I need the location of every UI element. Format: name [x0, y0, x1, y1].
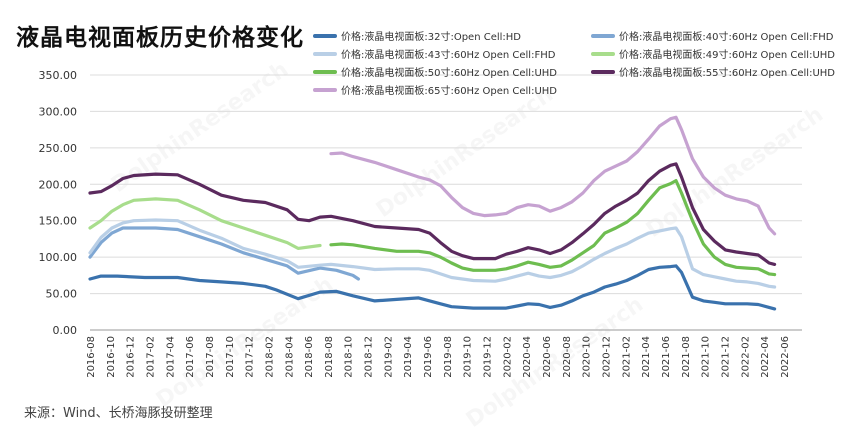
- x-tick-label: 2021-04: [641, 336, 652, 378]
- legend-swatch: [591, 69, 615, 74]
- x-tick-label: 2019-12: [483, 336, 494, 378]
- x-tick-label: 2020-12: [601, 336, 612, 378]
- x-tick-label: 2022-04: [760, 336, 771, 378]
- legend-item-5: 价格:液晶电视面板:55寸:60Hz Open Cell:UHD: [591, 64, 835, 79]
- y-tick-label: 350.00: [39, 69, 78, 82]
- x-tick-label: 2020-10: [582, 336, 593, 378]
- x-tick-label: 2017-02: [145, 336, 156, 378]
- series-line-4: [329, 179, 777, 277]
- legend-swatch: [313, 33, 337, 38]
- y-tick-label: 100.00: [39, 251, 78, 264]
- y-axis-ticks: 0.00 50.00 100.00 150.00 200.00 250.00 300.00 3…: [39, 69, 78, 337]
- x-tick-label: 2021-12: [720, 336, 731, 378]
- x-tick-label: 2021-10: [701, 336, 712, 378]
- x-tick-label: 2019-10: [463, 336, 474, 378]
- x-tick-label: 2019-06: [423, 336, 434, 378]
- x-tick-label: 2017-06: [185, 336, 196, 378]
- y-tick-label: 0.00: [53, 324, 78, 337]
- legend-swatch: [313, 69, 337, 74]
- x-tick-label: 2018-06: [304, 336, 315, 378]
- series-line-6: [329, 115, 777, 236]
- x-tick-label: 2018-10: [344, 336, 355, 378]
- legend-label: 价格:液晶电视面板:49寸:60Hz Open Cell:UHD: [619, 50, 835, 61]
- x-tick-label: 2018-02: [264, 336, 275, 378]
- x-tick-label: 2020-04: [522, 336, 533, 378]
- x-tick-label: 2018-04: [284, 336, 295, 378]
- x-tick-label: 2017-12: [245, 336, 256, 378]
- x-tick-label: 2020-02: [502, 336, 513, 378]
- x-tick-label: 2017-10: [225, 336, 236, 378]
- chart-title: 液晶电视面板历史价格变化: [16, 25, 304, 51]
- series-lines: [88, 115, 777, 311]
- source-note: 来源：Wind、长桥海豚投研整理: [24, 406, 213, 421]
- x-tick-label: 2017-08: [205, 336, 216, 378]
- legend-label: 价格:液晶电视面板:50寸:60Hz Open Cell:UHD: [341, 68, 557, 79]
- x-tick-label: 2021-06: [661, 336, 672, 378]
- legend-label: 价格:液晶电视面板:40寸:60Hz Open Cell:FHD: [619, 32, 834, 43]
- chart-gridlines: [90, 74, 802, 331]
- x-tick-label: 2022-02: [740, 336, 751, 378]
- x-axis-ticks: 2016-08 2016-10 2016-12 2017-02 2017-04 2017-…: [86, 336, 791, 378]
- series-line-5: [88, 162, 777, 266]
- x-tick-label: 2018-08: [324, 336, 335, 378]
- x-tick-label: 2020-08: [562, 336, 573, 378]
- x-tick-label: 2017-04: [165, 336, 176, 378]
- x-tick-label: 2021-08: [681, 336, 692, 378]
- legend-swatch: [591, 51, 615, 56]
- x-tick-label: 2016-08: [86, 336, 97, 378]
- legend-label: 价格:液晶电视面板:65寸:60Hz Open Cell:UHD: [341, 86, 557, 97]
- series-line-0: [88, 264, 777, 311]
- legend-item-6: 价格:液晶电视面板:65寸:60Hz Open Cell:UHD: [313, 82, 557, 97]
- legend-label: 价格:液晶电视面板:55寸:60Hz Open Cell:UHD: [619, 68, 835, 79]
- y-tick-label: 50.00: [46, 288, 78, 301]
- legend-item-2: 价格:液晶电视面板:43寸:60Hz Open Cell:FHD: [313, 46, 555, 61]
- legend-item-3: 价格:液晶电视面板:49寸:60Hz Open Cell:UHD: [591, 46, 835, 61]
- legend-item-0: 价格:液晶电视面板:32寸:Open Cell:HD: [313, 28, 521, 43]
- legend-label: 价格:液晶电视面板:43寸:60Hz Open Cell:FHD: [341, 50, 556, 61]
- legend-item-4: 价格:液晶电视面板:50寸:60Hz Open Cell:UHD: [313, 64, 557, 79]
- y-tick-label: 150.00: [39, 215, 78, 228]
- series-line-2: [88, 218, 777, 289]
- y-tick-label: 250.00: [39, 142, 78, 155]
- x-tick-label: 2021-02: [621, 336, 632, 378]
- series-line-1: [88, 226, 360, 281]
- legend-swatch: [313, 87, 337, 92]
- x-tick-label: 2019-02: [383, 336, 394, 378]
- legend-item-1: 价格:液晶电视面板:40寸:60Hz Open Cell:FHD: [591, 28, 833, 43]
- legend-label: 价格:液晶电视面板:32寸:Open Cell:HD: [341, 32, 521, 43]
- x-tick-label: 2020-06: [542, 336, 553, 378]
- x-tick-label: 2019-04: [403, 336, 414, 378]
- legend-swatch: [313, 51, 337, 56]
- x-tick-label: 2016-12: [126, 336, 137, 378]
- x-tick-label: 2016-10: [106, 336, 117, 378]
- y-tick-label: 300.00: [39, 105, 78, 118]
- x-tick-label: 2019-08: [443, 336, 454, 378]
- x-tick-label: 2018-12: [364, 336, 375, 378]
- legend-swatch: [591, 33, 615, 38]
- x-tick-label: 2022-06: [780, 336, 791, 378]
- y-tick-label: 200.00: [39, 178, 78, 191]
- series-line-3: [88, 197, 322, 250]
